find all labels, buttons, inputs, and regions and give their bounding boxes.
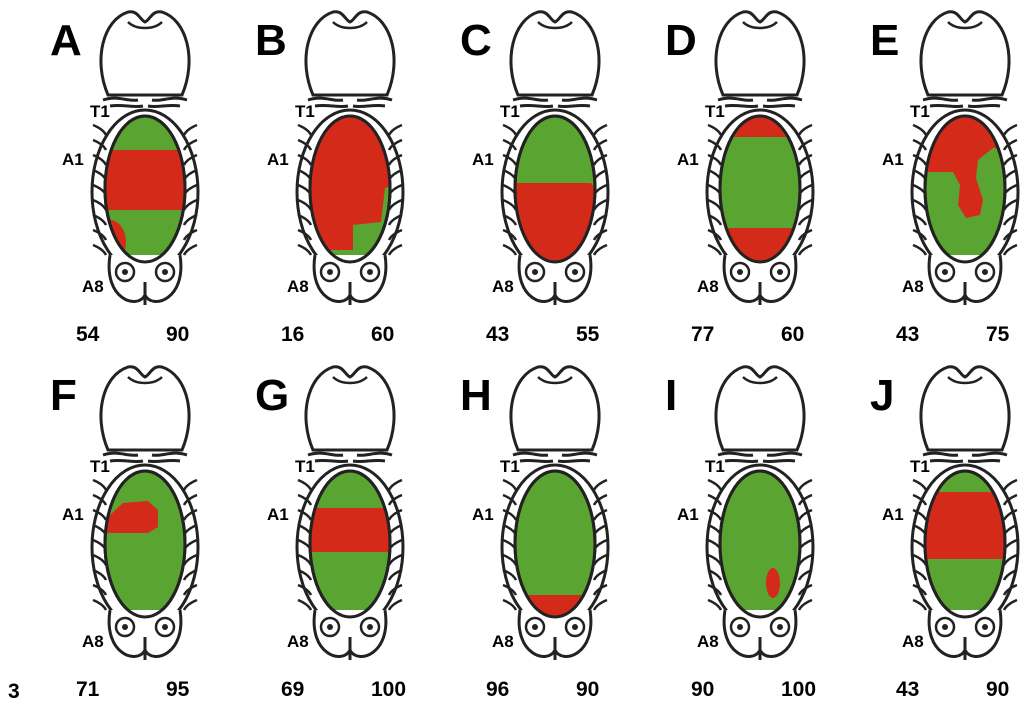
- panel-number: 100: [781, 678, 816, 701]
- segment-label: A8: [287, 277, 309, 296]
- panel-letter: E: [870, 16, 899, 65]
- segment-label: A8: [287, 632, 309, 651]
- figure-number: 3: [8, 680, 20, 703]
- segment-label: T1: [295, 457, 315, 476]
- segment-label: A1: [472, 150, 494, 169]
- segment-label: A1: [882, 505, 904, 524]
- embryo-panel: B T1 A1 A8 16 60: [255, 12, 403, 346]
- panel-letter: H: [460, 371, 492, 420]
- segment-label: A1: [472, 505, 494, 524]
- panel-letter: A: [50, 16, 82, 65]
- segment-label: A1: [677, 505, 699, 524]
- panel-letter: F: [50, 371, 77, 420]
- embryo-panel: C T1 A1 A8 43 55: [460, 12, 608, 346]
- panel-number: 71: [76, 678, 100, 701]
- segment-label: T1: [500, 102, 520, 121]
- embryo-panel: I T1 A1 A8 90 100: [665, 367, 816, 701]
- panel-number: 60: [781, 323, 804, 346]
- segment-label: A8: [82, 277, 104, 296]
- segment-label: T1: [910, 457, 930, 476]
- expression-region: [303, 508, 393, 552]
- panel-number: 54: [76, 323, 100, 346]
- segment-label: A8: [697, 277, 719, 296]
- segment-label: T1: [500, 457, 520, 476]
- panel-number: 60: [371, 323, 394, 346]
- panel-number: 43: [486, 323, 509, 346]
- expression-region: [766, 568, 780, 598]
- panel-letter: D: [665, 16, 697, 65]
- panel-number: 75: [986, 323, 1010, 346]
- embryo-panel: A T1 A1 A8 54 90: [50, 12, 198, 346]
- embryo-panel: D T1 A1 A8 77 60: [665, 12, 813, 346]
- segment-label: T1: [705, 102, 725, 121]
- segment-label: A8: [492, 632, 514, 651]
- panel-number: 16: [281, 323, 304, 346]
- panel-number: 90: [986, 678, 1009, 701]
- panel-number: 77: [691, 323, 714, 346]
- panel-number: 43: [896, 678, 919, 701]
- embryo-panel: F T1 A1 A8 71 95: [50, 367, 198, 701]
- segment-label: A8: [902, 632, 924, 651]
- segment-label: A1: [62, 150, 84, 169]
- segment-label: T1: [705, 457, 725, 476]
- panel-letter: I: [665, 371, 677, 420]
- figure: 3 A T1 A1 A8 54 90 B T1 A1 A8 16 60 C T1 A1 A8 43 55 D T…: [0, 0, 1024, 707]
- segment-label: T1: [90, 457, 110, 476]
- panel-number: 90: [576, 678, 599, 701]
- panel-letter: G: [255, 371, 289, 420]
- segment-label: A1: [62, 505, 84, 524]
- panel-number: 95: [166, 678, 190, 701]
- segment-label: A8: [902, 277, 924, 296]
- panel-number: 69: [281, 678, 304, 701]
- panel-number: 55: [576, 323, 600, 346]
- panel-number: 96: [486, 678, 509, 701]
- segment-label: T1: [295, 102, 315, 121]
- embryo-panel: E T1 A1 A8 43 75: [870, 12, 1018, 346]
- segment-label: A1: [882, 150, 904, 169]
- panel-letter: C: [460, 16, 492, 65]
- segment-label: A1: [267, 150, 289, 169]
- panel-number: 100: [371, 678, 406, 701]
- panel-number: 90: [691, 678, 714, 701]
- segment-label: A8: [697, 632, 719, 651]
- panel-letter: B: [255, 16, 287, 65]
- segment-label: A8: [492, 277, 514, 296]
- embryo-panel: J T1 A1 A8 43 90: [870, 367, 1018, 701]
- segment-label: T1: [90, 102, 110, 121]
- embryo-panel: H T1 A1 A8 96 90: [460, 367, 608, 701]
- panel-letter: J: [870, 371, 894, 420]
- panel-number: 90: [166, 323, 189, 346]
- panel-number: 43: [896, 323, 919, 346]
- embryo-panel: G T1 A1 A8 69 100: [255, 367, 406, 701]
- segment-label: T1: [910, 102, 930, 121]
- segment-label: A8: [82, 632, 104, 651]
- segment-label: A1: [677, 150, 699, 169]
- segment-label: A1: [267, 505, 289, 524]
